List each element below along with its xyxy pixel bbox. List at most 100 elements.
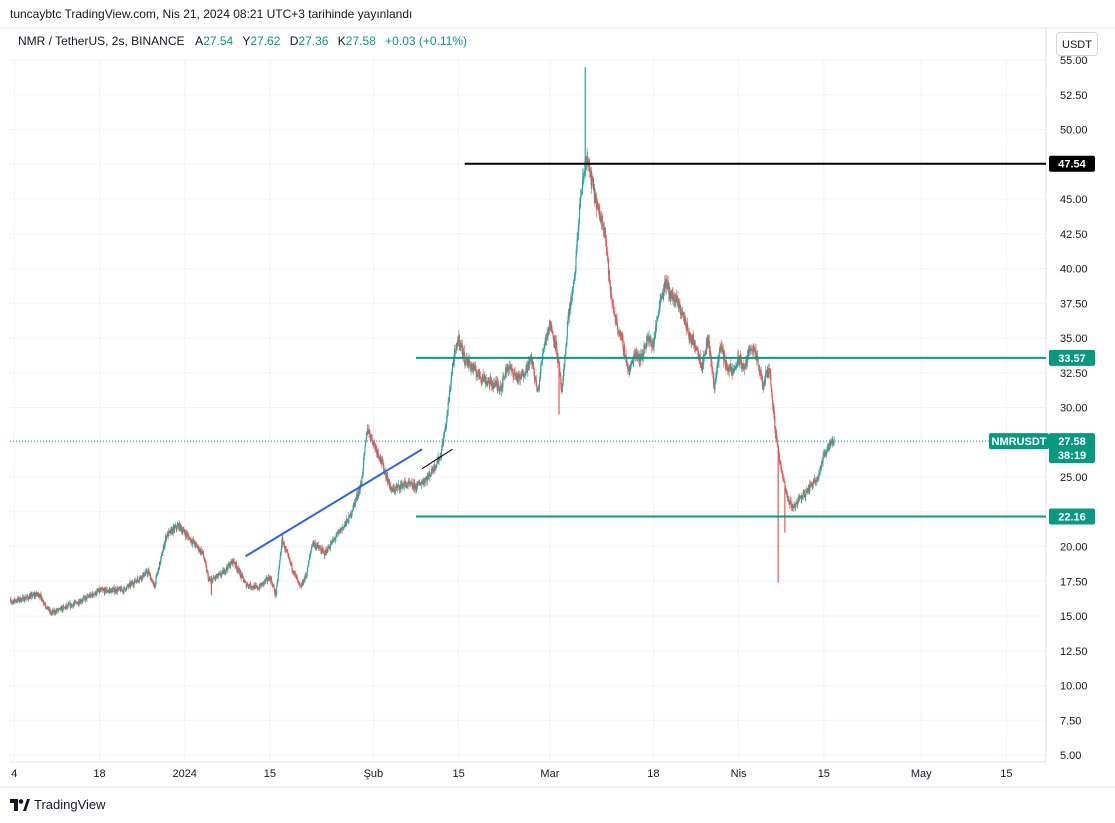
candle-body [222,570,224,574]
x-tick-label: 15 [1000,768,1012,780]
candle-body [282,543,284,545]
candle-body [124,587,126,589]
x-tick-label: 15 [264,768,276,780]
currency-button[interactable]: USDT [1056,32,1098,56]
candle-body [35,594,37,597]
candle-body [689,335,691,341]
candle-body [510,365,512,369]
candle-body [328,547,331,549]
candle-body [649,341,651,343]
candle-body [225,570,227,572]
candle-body [390,486,392,491]
candle-body [534,377,536,379]
candle-body [245,582,247,587]
candle-body [144,573,146,575]
candle-body [280,553,282,556]
candle-body [621,335,623,337]
candle-body [268,577,270,580]
candle-body [321,548,323,553]
candle-body [434,467,436,470]
candle-body [283,542,285,549]
candle-body [768,371,770,373]
symbol-title[interactable]: NMR / TetherUS, 2s, BINANCE [18,34,185,48]
candle-body [679,305,682,314]
candle-body [332,539,335,542]
candle-body [10,599,12,602]
candle-body [415,484,417,490]
candle-body [757,355,759,359]
candle-body [797,500,799,505]
candle-body [531,358,533,364]
candle-body [150,578,152,582]
candle-body [494,385,496,388]
candle-body [769,374,771,376]
candle-body [416,483,418,489]
candle-body [40,594,42,596]
trend-line[interactable] [421,448,453,470]
candle-body [279,559,281,565]
candle-body [198,546,200,551]
candle-body [403,481,406,487]
candle-body [90,593,92,598]
candle-body [480,377,482,380]
candle-body [430,474,432,475]
candle-body [224,570,227,573]
candle-body [309,555,311,560]
candle-body [607,258,609,275]
candle-body [591,175,593,178]
candle-body [777,444,779,447]
candle-body [321,548,323,550]
candle-body [596,203,598,206]
candle-body [306,571,308,576]
tradingview-logo[interactable]: TradingView [10,797,106,812]
candle-body [15,600,17,602]
candle-body [818,472,820,479]
candle-body [20,601,22,603]
candle-body [628,367,630,370]
candle-body [795,503,797,507]
candle-body [146,570,148,574]
candle-body [755,350,757,360]
candle-body [606,247,608,253]
candle-body [51,612,53,613]
candle-body [75,602,77,603]
candle-body [676,296,678,299]
candle-body [627,363,629,370]
candle-body [774,416,776,429]
candle-body [340,528,342,533]
candle-body [200,549,202,554]
candle-body [711,370,713,372]
candle-body [338,531,340,533]
horizontal-level-badge [1049,155,1095,172]
candle-body [400,484,402,486]
x-tick-label: 18 [647,768,659,780]
candle-body [390,489,392,491]
candle-body [736,363,738,365]
candle-body [469,364,472,370]
candle-body [218,573,220,575]
candle-body [569,305,571,311]
candle-body [604,227,606,239]
candle-body [326,549,328,553]
candle-body [82,598,84,601]
candle-body [441,448,443,456]
candle-body [361,476,363,485]
low-label: D [289,34,299,48]
candle-body [202,550,204,555]
candle-body [272,584,274,587]
candle-body [271,583,273,586]
candle-body [393,488,395,492]
candle-body [775,430,777,439]
trend-line[interactable] [245,448,423,558]
candle-body [323,551,325,556]
candle-body [517,377,519,382]
candle-body [269,576,271,578]
candle-body [350,513,352,517]
candle-body [744,366,746,368]
candle-body [106,589,108,592]
candle-body [313,543,315,545]
candle-body [136,578,138,583]
candle-body [296,577,299,580]
candle-body [625,355,627,363]
